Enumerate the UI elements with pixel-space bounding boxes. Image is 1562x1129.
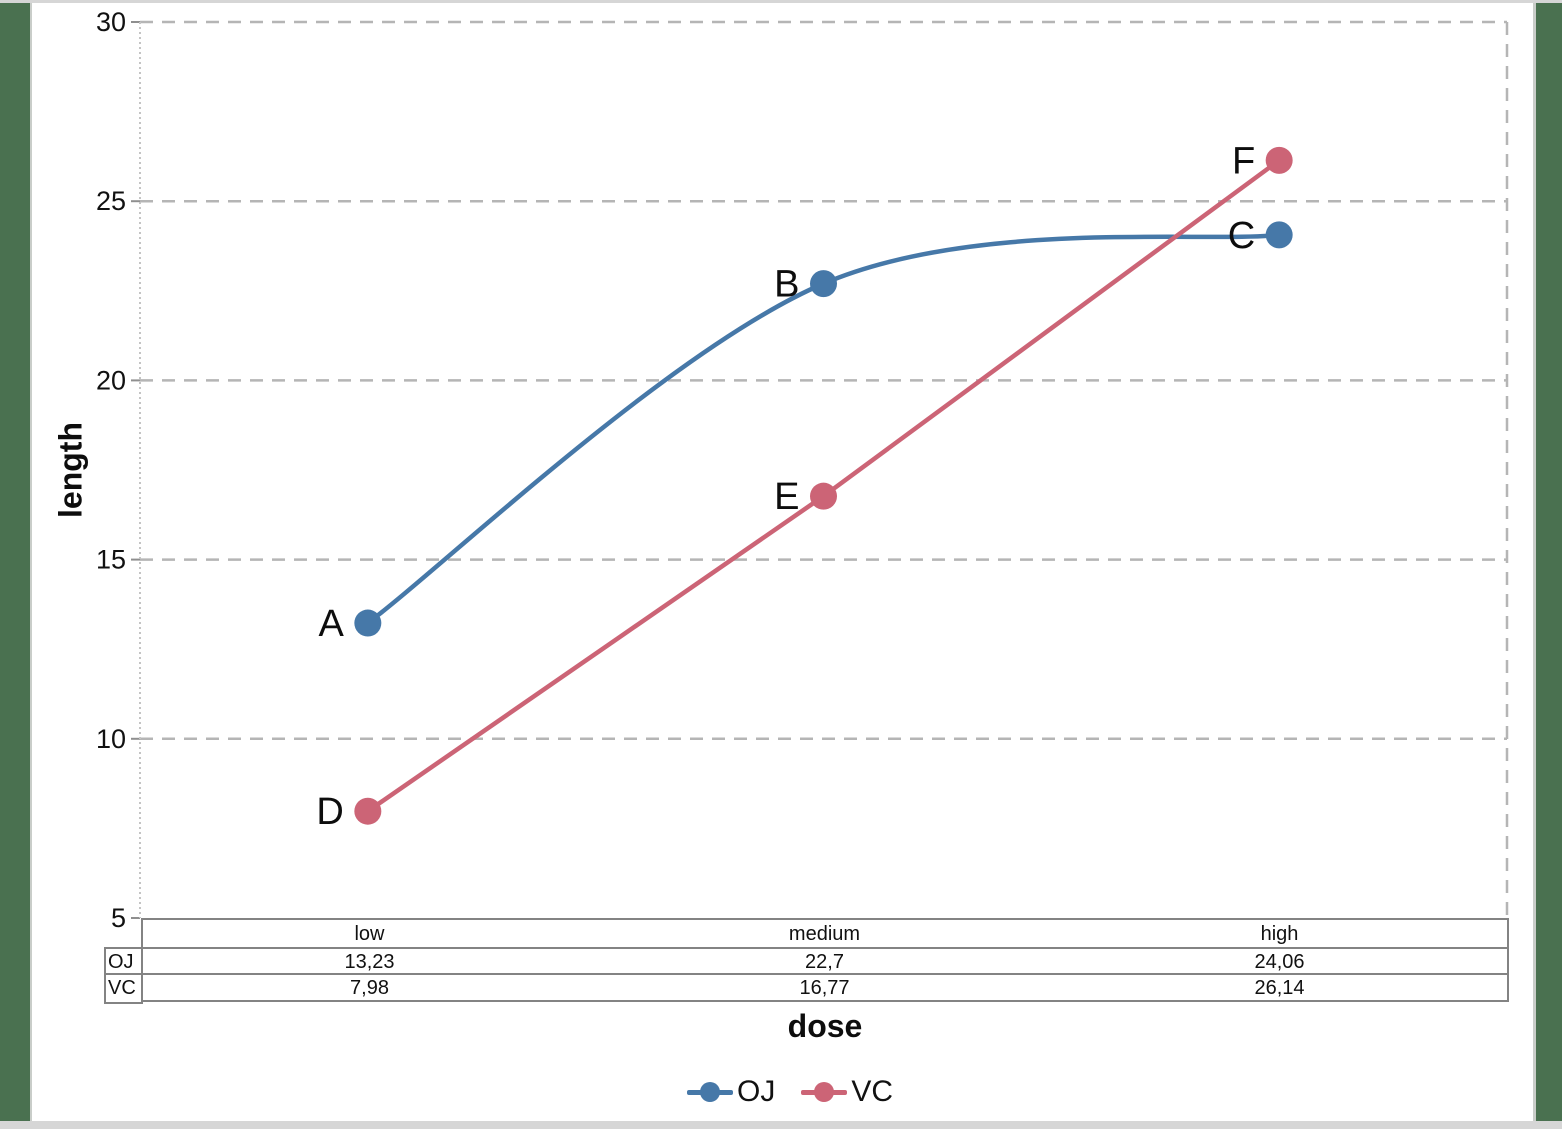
legend-item-vc[interactable]: VC — [801, 1075, 893, 1109]
y-tick-label-20: 20 — [96, 365, 126, 395]
y-tick-label-10: 10 — [96, 724, 126, 754]
table-divider — [141, 947, 1509, 949]
table-header-low: low — [354, 923, 385, 945]
legend-item-oj[interactable]: OJ — [686, 1075, 776, 1109]
oj-marker-low[interactable] — [354, 609, 382, 637]
legend-label: OJ — [736, 1075, 776, 1108]
table-cell-vc-medium: 16,77 — [799, 977, 850, 999]
table-row-label-box — [104, 947, 143, 1004]
bottom-gray-bar — [0, 1121, 1562, 1129]
chart-legend: OJ VC — [0, 1072, 1562, 1112]
table-header-medium: medium — [788, 923, 861, 945]
oj-marker-high[interactable] — [1265, 221, 1293, 249]
top-gray-bar — [0, 0, 1562, 3]
point-label-C: C — [1228, 215, 1255, 257]
point-label-B: B — [774, 264, 799, 306]
left-desktop-strip — [0, 3, 32, 1121]
y-tick-label-30: 30 — [96, 7, 126, 37]
table-cell-vc-high: 26,14 — [1254, 977, 1305, 999]
legend-line-marker-icon — [686, 1080, 733, 1104]
point-label-D: D — [316, 791, 343, 833]
y-axis-title: length — [52, 422, 89, 518]
table-row-label-oj: OJ — [108, 951, 134, 973]
table-header-high: high — [1260, 923, 1299, 945]
vc-marker-low[interactable] — [354, 797, 382, 825]
legend-dot — [699, 1082, 720, 1102]
legend-label: VC — [851, 1075, 894, 1108]
table-cell-oj-high: 24,06 — [1254, 951, 1305, 973]
table-divider — [104, 973, 143, 975]
table-row-label-vc: VC — [108, 977, 136, 999]
x-axis-title: dose — [787, 1008, 863, 1044]
oj-marker-medium[interactable] — [810, 270, 837, 298]
table-cell-oj-low: 13,23 — [344, 951, 395, 973]
vc-marker-high[interactable] — [1265, 146, 1293, 174]
data-table — [141, 918, 1509, 1002]
vc-marker-medium[interactable] — [810, 482, 837, 510]
point-label-E: E — [774, 476, 799, 518]
legend-line-marker-icon — [801, 1080, 848, 1104]
right-desktop-strip — [1533, 3, 1562, 1121]
legend-dot — [814, 1082, 835, 1102]
table-divider — [141, 973, 1509, 975]
point-label-A: A — [318, 603, 344, 645]
y-tick-label-15: 15 — [96, 545, 126, 575]
y-tick-label-25: 25 — [96, 186, 126, 216]
y-tick-label-5: 5 — [111, 903, 126, 933]
table-cell-oj-medium: 22,7 — [805, 951, 844, 973]
point-label-F: F — [1232, 140, 1255, 182]
table-cell-vc-low: 7,98 — [350, 977, 389, 999]
